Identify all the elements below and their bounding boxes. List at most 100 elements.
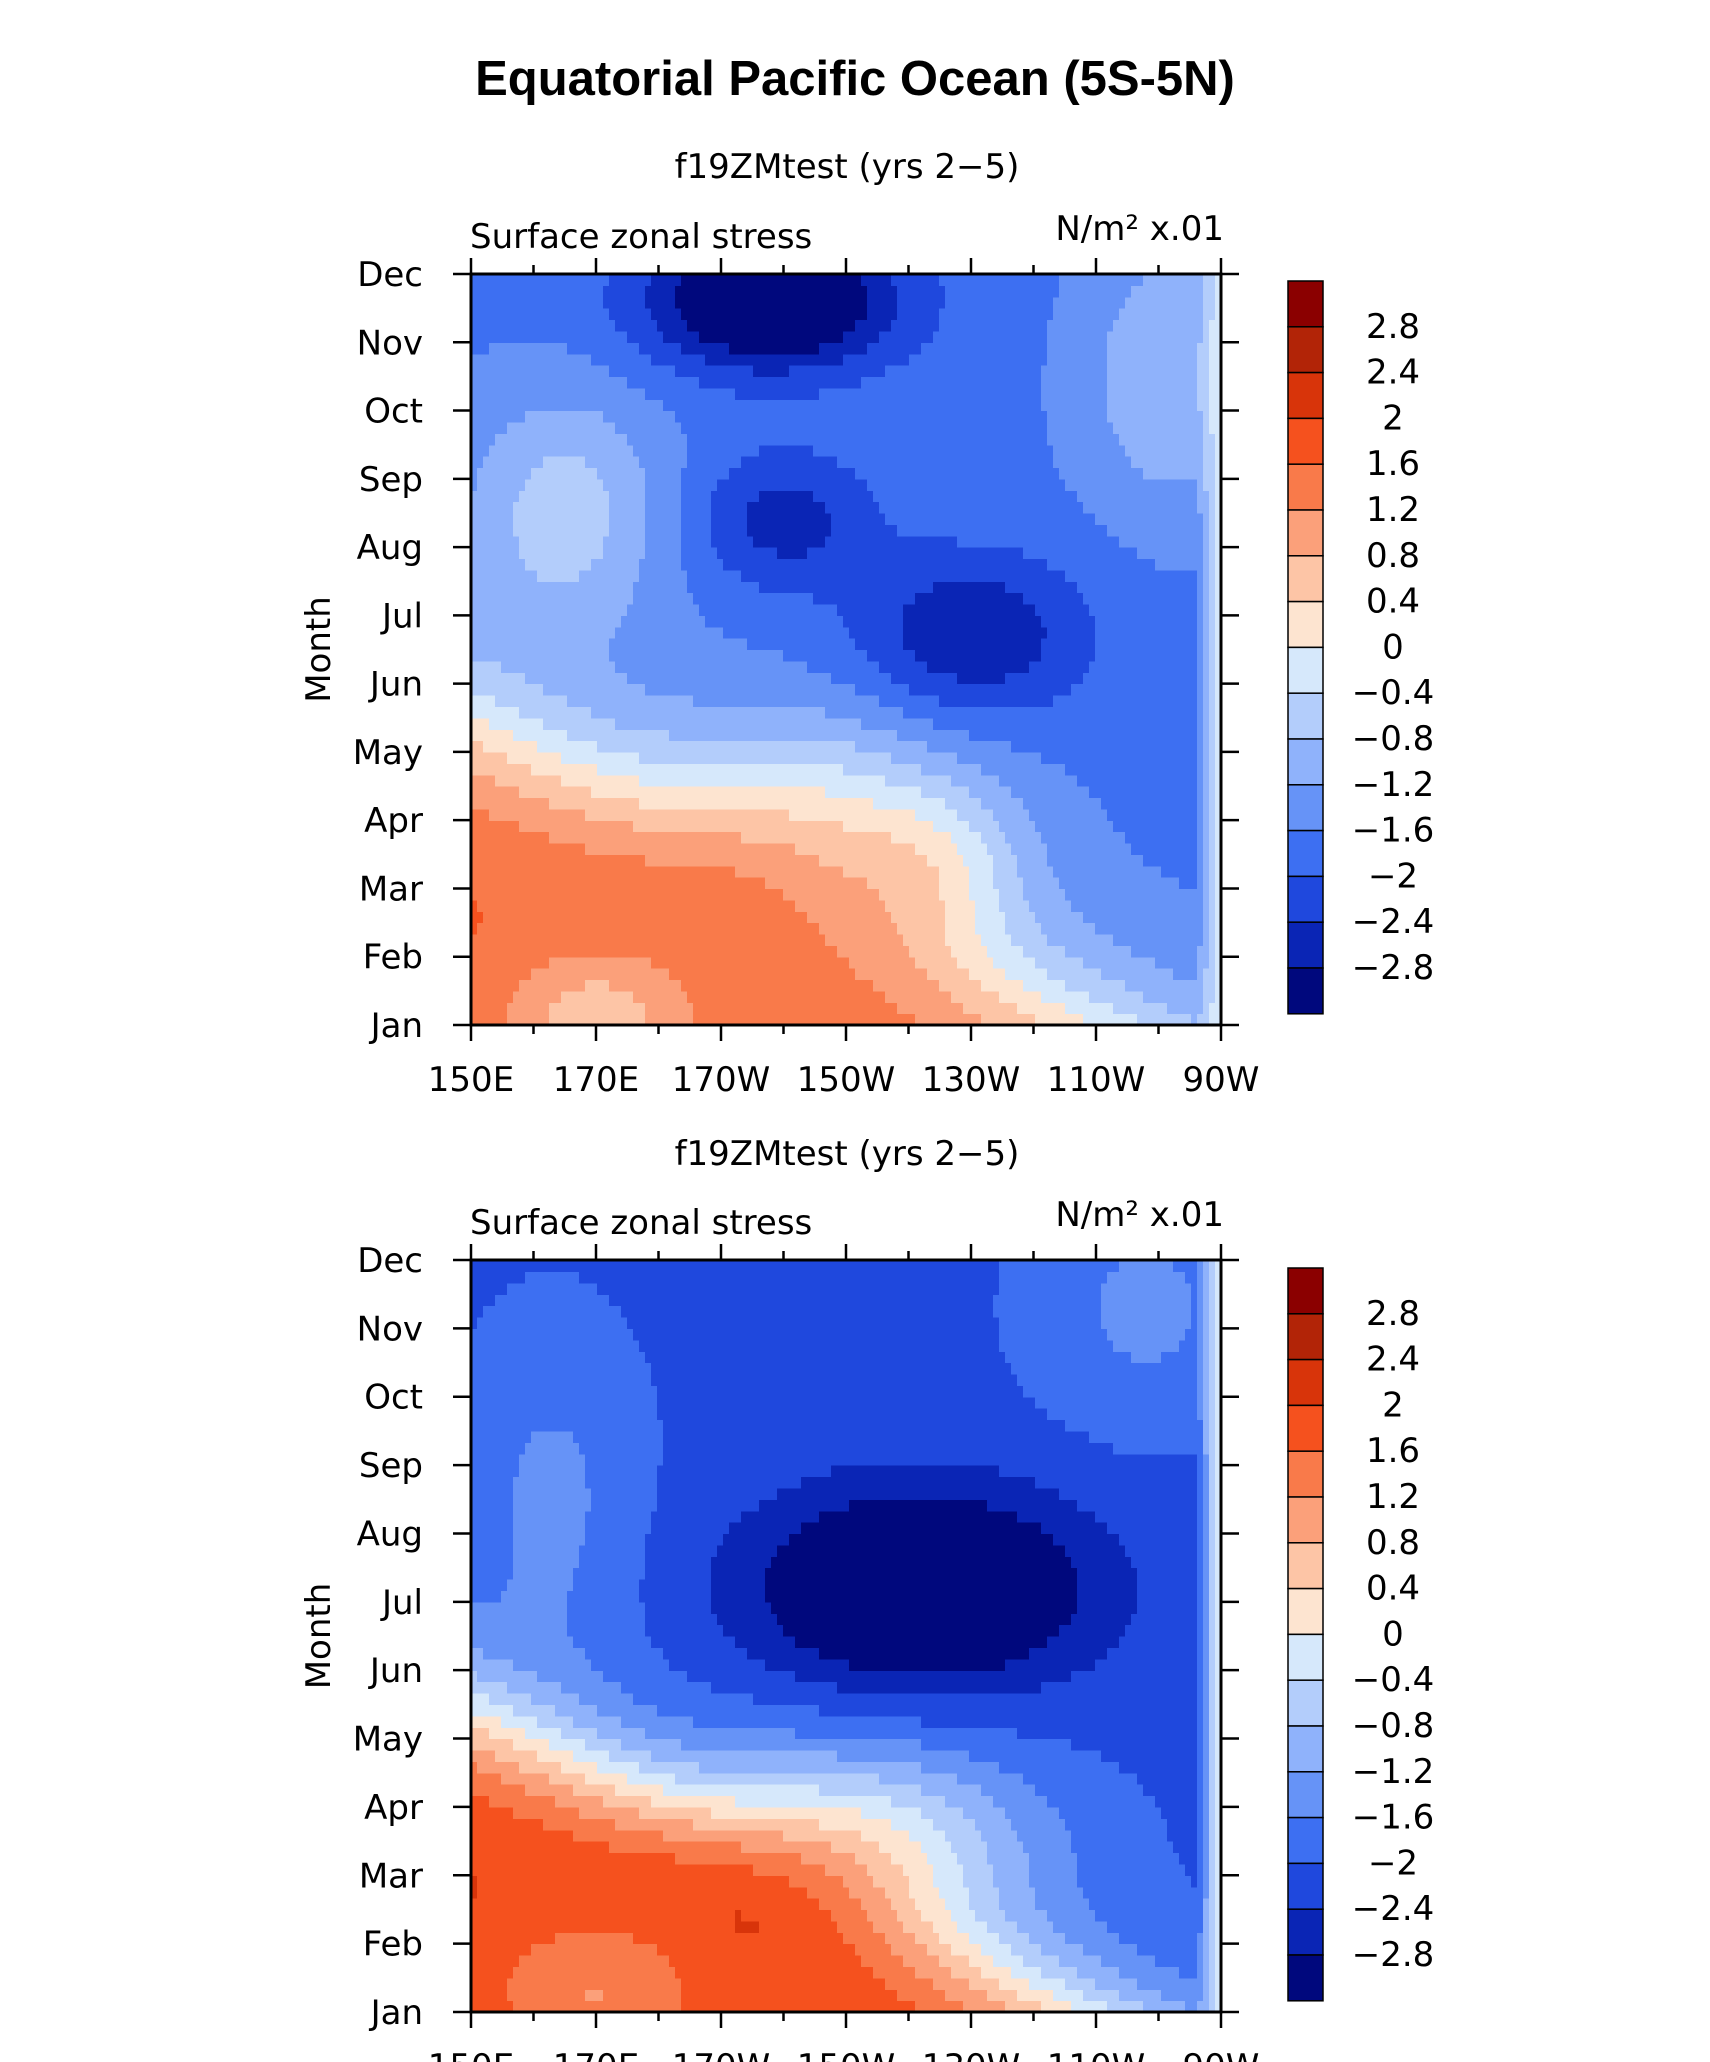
field-cell: [723, 877, 730, 890]
field-cell: [1107, 899, 1114, 912]
field-cell: [543, 638, 550, 651]
field-cell: [903, 854, 910, 867]
field-cell: [669, 740, 676, 753]
field-cell: [1035, 797, 1042, 810]
field-cell: [837, 933, 844, 946]
field-cell: [579, 672, 586, 685]
field-cell: [855, 877, 862, 890]
field-cell: [1023, 592, 1030, 605]
field-cell: [1083, 672, 1090, 685]
field-cell: [651, 729, 658, 742]
field-cell: [987, 808, 994, 821]
field-cell: [501, 820, 508, 833]
field-cell: [987, 592, 994, 605]
field-cell: [705, 672, 712, 685]
field-cell: [1077, 899, 1084, 912]
field-cell: [519, 854, 526, 867]
field-cell: [609, 956, 616, 969]
field-cell: [1203, 592, 1210, 605]
field-cell: [873, 808, 880, 821]
field-cell: [513, 603, 520, 616]
field-cell: [999, 774, 1006, 787]
field-cell: [597, 603, 604, 616]
field-cell: [585, 740, 592, 753]
field-cell: [861, 968, 868, 981]
field-cell: [675, 945, 682, 958]
field-cell: [1005, 695, 1012, 707]
field-cell: [585, 1002, 592, 1015]
field-cell: [663, 1002, 670, 1015]
field-cell: [549, 592, 556, 605]
field-cell: [1071, 581, 1078, 594]
field-cell: [849, 979, 856, 992]
field-cell: [951, 1013, 958, 1026]
field-cell: [1065, 877, 1072, 890]
field-cell: [1215, 706, 1222, 719]
field-cell: [759, 672, 766, 685]
field-cell: [609, 672, 616, 685]
field-cell: [657, 695, 664, 707]
field-cell: [723, 695, 730, 707]
field-cell: [621, 797, 628, 810]
field-cell: [951, 956, 958, 969]
field-cell: [921, 877, 928, 890]
field-cell: [627, 763, 634, 776]
field-cell: [729, 831, 736, 844]
field-cell: [1167, 1002, 1174, 1015]
field-cell: [1047, 877, 1054, 890]
field-cell: [903, 786, 910, 799]
field-cell: [789, 842, 796, 855]
field-cell: [1185, 581, 1192, 594]
field-cell: [1017, 979, 1024, 992]
field-cell: [1065, 649, 1072, 662]
field-cell: [639, 968, 646, 981]
field-cell: [723, 615, 730, 628]
field-cell: [831, 990, 838, 1003]
field-cell: [789, 899, 796, 912]
field-cell: [1167, 899, 1174, 912]
figure-title: Equatorial Pacific Ocean (5S-5N): [475, 52, 1235, 106]
field-cell: [741, 638, 748, 651]
field-cell: [621, 956, 628, 969]
field-cell: [1023, 945, 1030, 958]
field-cell: [477, 808, 484, 821]
field-cell: [1173, 638, 1180, 651]
field-cell: [519, 820, 526, 833]
field-cell: [549, 717, 556, 730]
field-cell: [945, 717, 952, 730]
field-cell: [1077, 660, 1084, 673]
field-cell: [1023, 990, 1030, 1003]
field-cell: [693, 888, 700, 901]
field-cell: [735, 581, 742, 594]
field-cell: [753, 877, 760, 890]
field-cell: [1041, 751, 1048, 764]
field-cell: [1131, 706, 1138, 719]
field-cell: [969, 672, 976, 685]
field-cell: [897, 945, 904, 958]
field-cell: [1197, 888, 1204, 901]
field-cell: [483, 660, 490, 673]
field-cell: [951, 922, 958, 935]
field-cell: [489, 774, 496, 787]
field-cell: [1095, 683, 1102, 696]
field-cell: [1209, 774, 1216, 787]
field-cell: [897, 1002, 904, 1015]
field-cell: [657, 706, 664, 719]
field-cell: [855, 569, 862, 582]
field-cell: [1107, 695, 1114, 707]
field-cell: [621, 786, 628, 799]
field-cell: [1149, 797, 1156, 810]
field-cell: [639, 831, 646, 844]
field-cell: [969, 717, 976, 730]
field-cell: [621, 922, 628, 935]
field-cell: [795, 774, 802, 787]
field-cell: [531, 615, 538, 628]
field-cell: [1185, 968, 1192, 981]
field-cell: [909, 979, 916, 992]
field-cell: [825, 717, 832, 730]
field-cell: [801, 842, 808, 855]
field-cell: [1179, 695, 1186, 707]
field-cell: [549, 751, 556, 764]
field-cell: [1083, 592, 1090, 605]
field-cell: [513, 831, 520, 844]
